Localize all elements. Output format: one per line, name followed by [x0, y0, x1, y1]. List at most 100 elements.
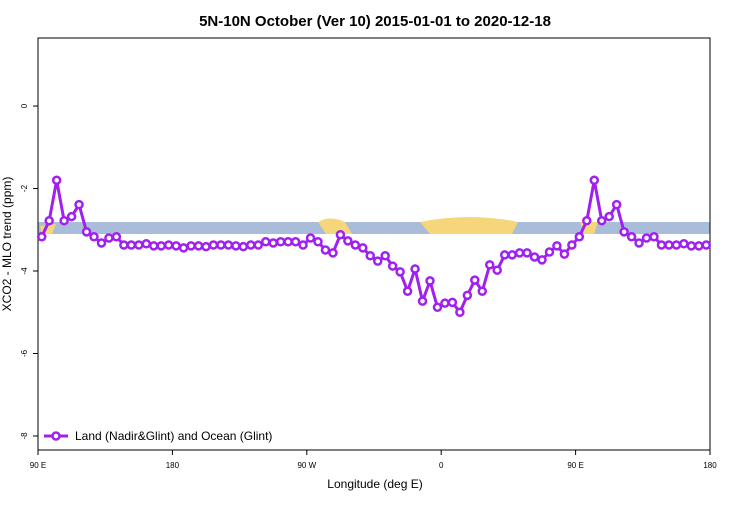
y-axis-label: XCO2 - MLO trend (ppm)	[0, 177, 14, 312]
data-point	[455, 307, 465, 318]
data-point	[410, 264, 420, 274]
data-point	[499, 250, 510, 260]
data-point	[275, 236, 286, 247]
data-point	[387, 261, 398, 271]
data-point	[529, 252, 540, 262]
data-point	[51, 175, 62, 186]
data-point	[193, 241, 204, 251]
data-point	[328, 248, 338, 258]
data-point	[507, 250, 517, 260]
data-point	[514, 248, 525, 258]
data-point	[462, 290, 473, 301]
data-point	[402, 286, 413, 296]
data-point	[365, 251, 376, 261]
data-point	[208, 240, 219, 250]
data-point	[425, 276, 435, 286]
data-point	[96, 238, 107, 248]
data-point	[582, 215, 592, 226]
y-tick-label: -8	[20, 432, 29, 440]
data-point	[395, 267, 405, 277]
data-point	[59, 215, 69, 226]
data-point	[372, 256, 383, 266]
data-point	[126, 240, 137, 250]
data-point	[611, 199, 622, 210]
data-point	[253, 240, 264, 250]
x-axis-label: Longitude (deg E)	[327, 477, 422, 491]
data-point	[134, 240, 144, 250]
x-tick-label: 0	[439, 461, 444, 470]
ocean-strip	[38, 222, 710, 234]
chart-title: 5N-10N October (Ver 10) 2015-01-01 to 20…	[199, 13, 551, 30]
y-tick-label: -4	[20, 267, 29, 275]
data-point	[596, 215, 607, 226]
data-point	[552, 241, 562, 251]
data-point	[141, 239, 152, 249]
data-point	[320, 245, 331, 255]
data-point	[671, 240, 682, 250]
data-point	[89, 232, 99, 242]
data-point	[619, 227, 629, 237]
data-point	[694, 241, 704, 251]
data-point	[260, 236, 271, 247]
data-point	[567, 240, 577, 250]
data-point	[477, 286, 488, 296]
x-tick-label: 180	[166, 461, 180, 470]
data-point	[686, 241, 697, 251]
data-point	[522, 248, 532, 258]
data-point	[559, 249, 570, 259]
data-point	[350, 240, 361, 250]
data-point	[649, 232, 659, 242]
map-strip	[38, 217, 710, 234]
data-point	[216, 240, 226, 250]
data-point	[119, 240, 129, 250]
data-point	[417, 296, 428, 306]
data-point	[634, 238, 644, 248]
data-point	[238, 241, 249, 252]
data-point	[268, 238, 278, 248]
x-tick-label: 90 E	[30, 461, 46, 470]
data-point	[335, 229, 346, 240]
data-point	[74, 199, 84, 210]
data-point	[664, 240, 674, 250]
data-point	[186, 241, 196, 251]
data-point	[701, 240, 712, 250]
data-point	[641, 233, 652, 243]
land-strip	[420, 217, 518, 234]
data-point	[574, 232, 585, 242]
y-tick-label: 0	[20, 103, 29, 108]
data-point	[604, 211, 614, 222]
data-point	[492, 265, 502, 275]
data-point	[178, 243, 189, 253]
data-point	[171, 241, 181, 251]
data-point	[290, 236, 301, 247]
data-point	[201, 241, 211, 252]
data-point	[380, 251, 390, 261]
data-point	[81, 227, 92, 237]
data-point	[656, 240, 667, 250]
data-point	[111, 232, 122, 242]
data-point	[626, 232, 637, 242]
data-point	[589, 175, 600, 186]
data-point	[246, 240, 256, 250]
legend-marker	[51, 431, 61, 441]
y-tick-label: -2	[20, 184, 29, 192]
data-point	[305, 233, 316, 243]
data-point	[283, 236, 293, 247]
data-point	[358, 243, 368, 253]
data-point	[432, 302, 443, 313]
x-tick-label: 180	[703, 461, 717, 470]
data-point	[104, 233, 114, 243]
data-point	[544, 247, 555, 257]
data-point	[223, 240, 234, 250]
data-point	[148, 241, 159, 251]
data-point	[343, 236, 353, 246]
x-tick-label: 90 W	[297, 461, 316, 470]
data-point	[470, 275, 480, 285]
data-point	[440, 298, 450, 308]
data-point	[313, 236, 323, 247]
data-point	[36, 232, 47, 242]
y-tick-label: -6	[20, 349, 29, 357]
data-point	[231, 241, 241, 251]
data-point	[156, 241, 166, 251]
